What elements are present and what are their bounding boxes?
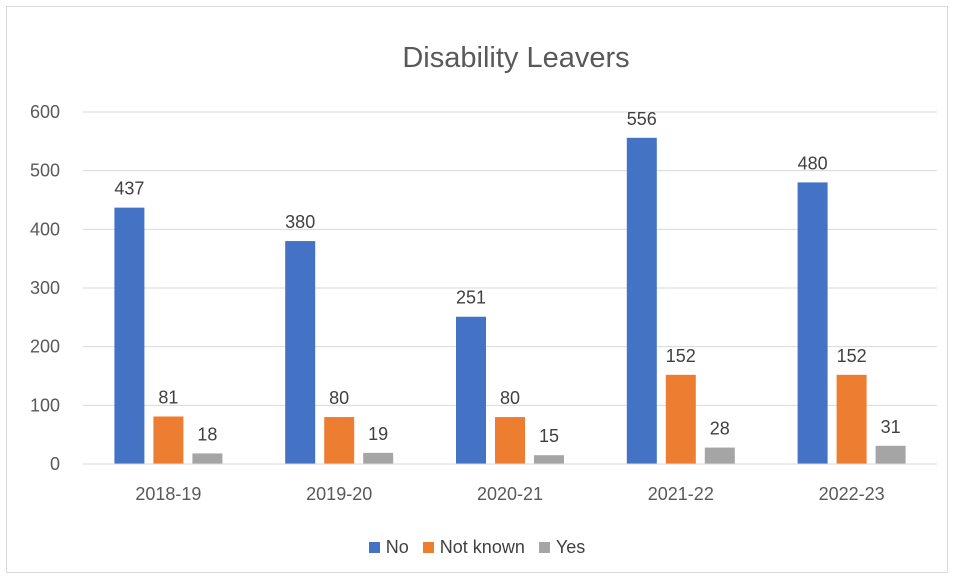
bar xyxy=(875,445,906,464)
data-label: 480 xyxy=(798,153,828,173)
data-label: 15 xyxy=(539,426,559,446)
y-tick-label: 500 xyxy=(30,161,60,181)
data-label: 152 xyxy=(666,346,696,366)
bar xyxy=(797,182,828,464)
data-label: 80 xyxy=(329,388,349,408)
chart-frame xyxy=(6,6,948,573)
bar xyxy=(495,417,525,464)
x-tick-label: 2020-21 xyxy=(477,484,543,504)
data-label: 18 xyxy=(197,424,217,444)
y-tick-label: 300 xyxy=(30,278,60,298)
bar xyxy=(114,207,145,465)
data-label: 80 xyxy=(500,388,520,408)
bar xyxy=(665,374,696,464)
data-label: 19 xyxy=(368,424,388,444)
bar xyxy=(363,452,394,464)
legend-label: Yes xyxy=(555,537,586,557)
chart-title: Disability Leavers xyxy=(402,42,629,74)
bar xyxy=(192,453,223,464)
legend-swatch xyxy=(368,542,380,553)
y-tick-label: 400 xyxy=(30,219,60,239)
legend-swatch xyxy=(538,542,550,553)
y-tick-label: 100 xyxy=(30,395,60,415)
legend-label: No xyxy=(385,537,409,557)
data-label: 28 xyxy=(710,419,730,439)
x-tick-label: 2019-20 xyxy=(306,484,372,504)
data-label: 251 xyxy=(456,288,486,308)
data-label: 152 xyxy=(837,346,867,366)
y-tick-label: 600 xyxy=(30,102,60,122)
y-tick-label: 200 xyxy=(30,337,60,357)
x-tick-label: 2018-19 xyxy=(135,484,201,504)
bar xyxy=(153,416,184,464)
legend-item: Yes xyxy=(538,537,586,558)
legend-swatch xyxy=(422,542,434,553)
bar xyxy=(285,241,316,464)
x-tick-label: 2021-22 xyxy=(648,484,714,504)
data-label: 556 xyxy=(627,109,657,129)
bar xyxy=(324,417,355,464)
legend-item: Not known xyxy=(422,537,525,558)
data-label: 437 xyxy=(114,179,144,199)
legend-label: Not known xyxy=(439,537,525,557)
bar xyxy=(626,137,657,464)
bar xyxy=(836,374,867,464)
bar xyxy=(704,447,735,464)
data-label: 81 xyxy=(158,387,178,407)
data-label: 380 xyxy=(285,212,315,232)
data-label: 31 xyxy=(881,417,901,437)
legend: No Not known Yes xyxy=(0,537,954,558)
bar xyxy=(534,455,564,464)
x-tick-label: 2022-23 xyxy=(819,484,885,504)
legend-item: No xyxy=(368,537,409,558)
y-tick-label: 0 xyxy=(50,454,60,474)
bar xyxy=(456,316,486,464)
